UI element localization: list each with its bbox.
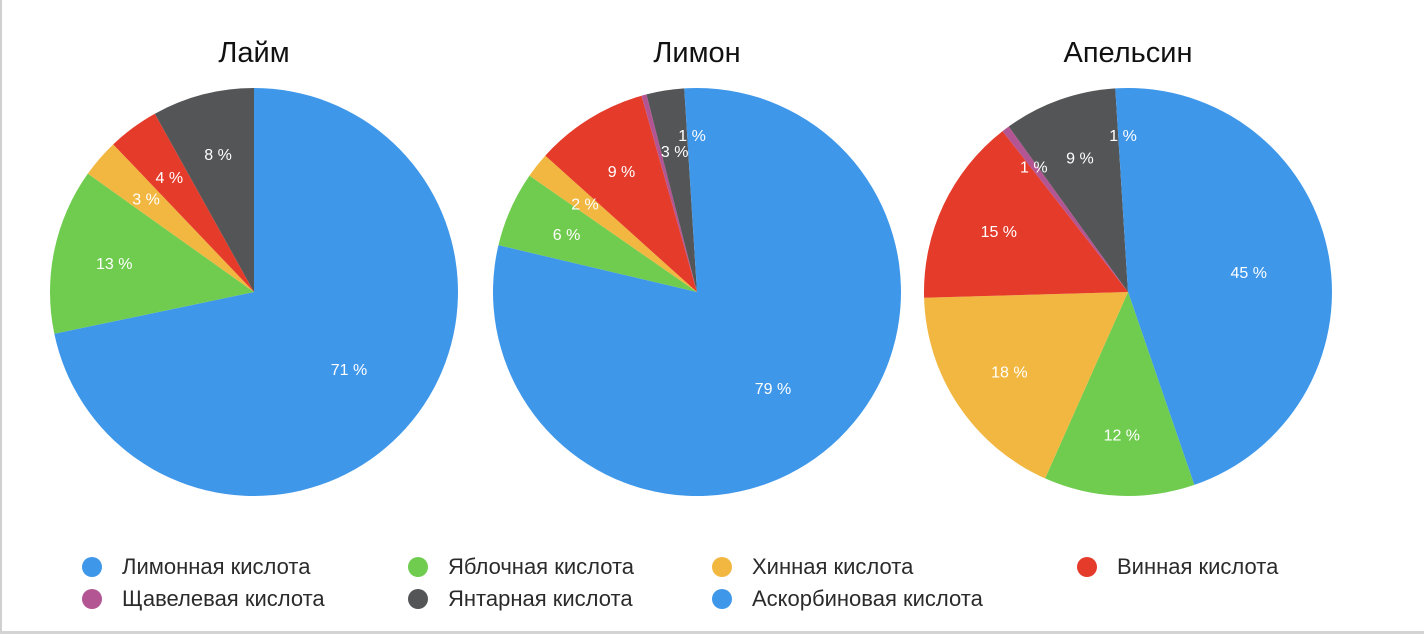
legend-label: Лимонная кислота	[122, 554, 311, 579]
slice-label-malic: 6 %	[553, 227, 581, 244]
pie-slice-ascorbic	[1115, 88, 1128, 292]
pie-slice-malic	[49, 173, 254, 334]
slice-label-oxalic: 1 %	[1020, 159, 1048, 176]
slice-label-malic: 13 %	[96, 256, 132, 273]
legend-label: Винная кислота	[1117, 554, 1279, 579]
legend-item-citric: Лимонная кислота	[82, 552, 310, 582]
chart-title: Апельсин	[1064, 37, 1193, 69]
pie-slice-quinic	[529, 155, 697, 292]
pie-slice-oxalic	[641, 94, 697, 292]
pie-slice-succinic	[154, 88, 254, 292]
slice-label-tartaric: 9 %	[608, 164, 636, 181]
slice-label-quinic: 3 %	[132, 192, 160, 209]
legend-swatch	[408, 557, 428, 577]
slice-label-succinic: 9 %	[1066, 151, 1094, 168]
slice-label-quinic: 2 %	[571, 196, 599, 213]
slice-label-ascorbic: 1 %	[678, 128, 706, 145]
slice-label-tartaric: 15 %	[981, 224, 1017, 241]
legend-item-tartaric: Винная кислота	[1077, 552, 1278, 582]
legend-label: Щавелевая кислота	[122, 586, 325, 611]
legend-swatch	[408, 589, 428, 609]
legend-item-succinic: Янтарная кислота	[408, 584, 633, 614]
pie-slice-tartaric	[113, 113, 254, 292]
legend-label: Аскорбиновая кислота	[752, 586, 983, 611]
legend-item-oxalic: Щавелевая кислота	[82, 584, 325, 614]
pie-slice-malic	[1045, 292, 1195, 496]
chart-title: Лимон	[653, 37, 740, 69]
legend-swatch	[712, 589, 732, 609]
slice-label-malic: 12 %	[1104, 428, 1140, 445]
pie-slice-ascorbic	[684, 88, 697, 292]
pie-slice-citric	[1128, 88, 1332, 485]
pie-chart-lemon: Лимон 79 % 6 % 2 % 9 % 3 %1 %	[492, 37, 901, 496]
legend-swatch	[712, 557, 732, 577]
legend-label: Яблочная кислота	[448, 554, 635, 579]
legend-swatch	[82, 557, 102, 577]
pie-slice-quinic	[87, 144, 254, 292]
legend-label: Янтарная кислота	[448, 586, 633, 611]
slice-label-quinic: 18 %	[991, 365, 1027, 382]
slice-label-citric: 79 %	[755, 381, 791, 398]
pie-slice-tartaric	[923, 131, 1128, 298]
pie-chart-orange: Апельсин 45 % 12 % 18 % 15 % 1 % 9 % 1 %	[923, 37, 1332, 496]
pie-slice-succinic	[646, 88, 697, 293]
legend-swatch	[1077, 557, 1097, 577]
pie-slice-oxalic	[1002, 126, 1128, 292]
pie-slice-citric	[54, 88, 458, 496]
pie-slice-tartaric	[545, 95, 697, 292]
pie-slice-succinic	[1008, 88, 1128, 293]
pie-slice-quinic	[924, 292, 1128, 479]
chart-title: Лайм	[218, 37, 289, 69]
slice-label-ascorbic: 1 %	[1109, 128, 1137, 145]
slice-label-succinic: 3 %	[661, 144, 689, 161]
slice-label-succinic: 8 %	[204, 147, 232, 164]
legend-label: Хинная кислота	[752, 554, 914, 579]
pie-slice-citric	[492, 88, 901, 496]
slice-label-tartaric: 4 %	[156, 170, 184, 187]
pie-slice-malic	[498, 175, 697, 292]
legend-swatch	[82, 589, 102, 609]
slice-label-citric: 71 %	[331, 362, 367, 379]
pie-charts: Лайм 71 % 13 % 3 % 4 % 8 % Лимон 79 % 6 % 2 % 9…	[49, 37, 1332, 496]
legend: Лимонная кислота Яблочная кислота Хинная…	[0, 548, 1424, 618]
slice-label-citric: 45 %	[1230, 265, 1266, 282]
legend-item-ascorbic: Аскорбиновая кислота	[712, 584, 983, 614]
legend-item-quinic: Хинная кислота	[712, 552, 913, 582]
legend-item-malic: Яблочная кислота	[408, 552, 634, 582]
pie-chart-lime: Лайм 71 % 13 % 3 % 4 % 8 %	[49, 37, 458, 496]
